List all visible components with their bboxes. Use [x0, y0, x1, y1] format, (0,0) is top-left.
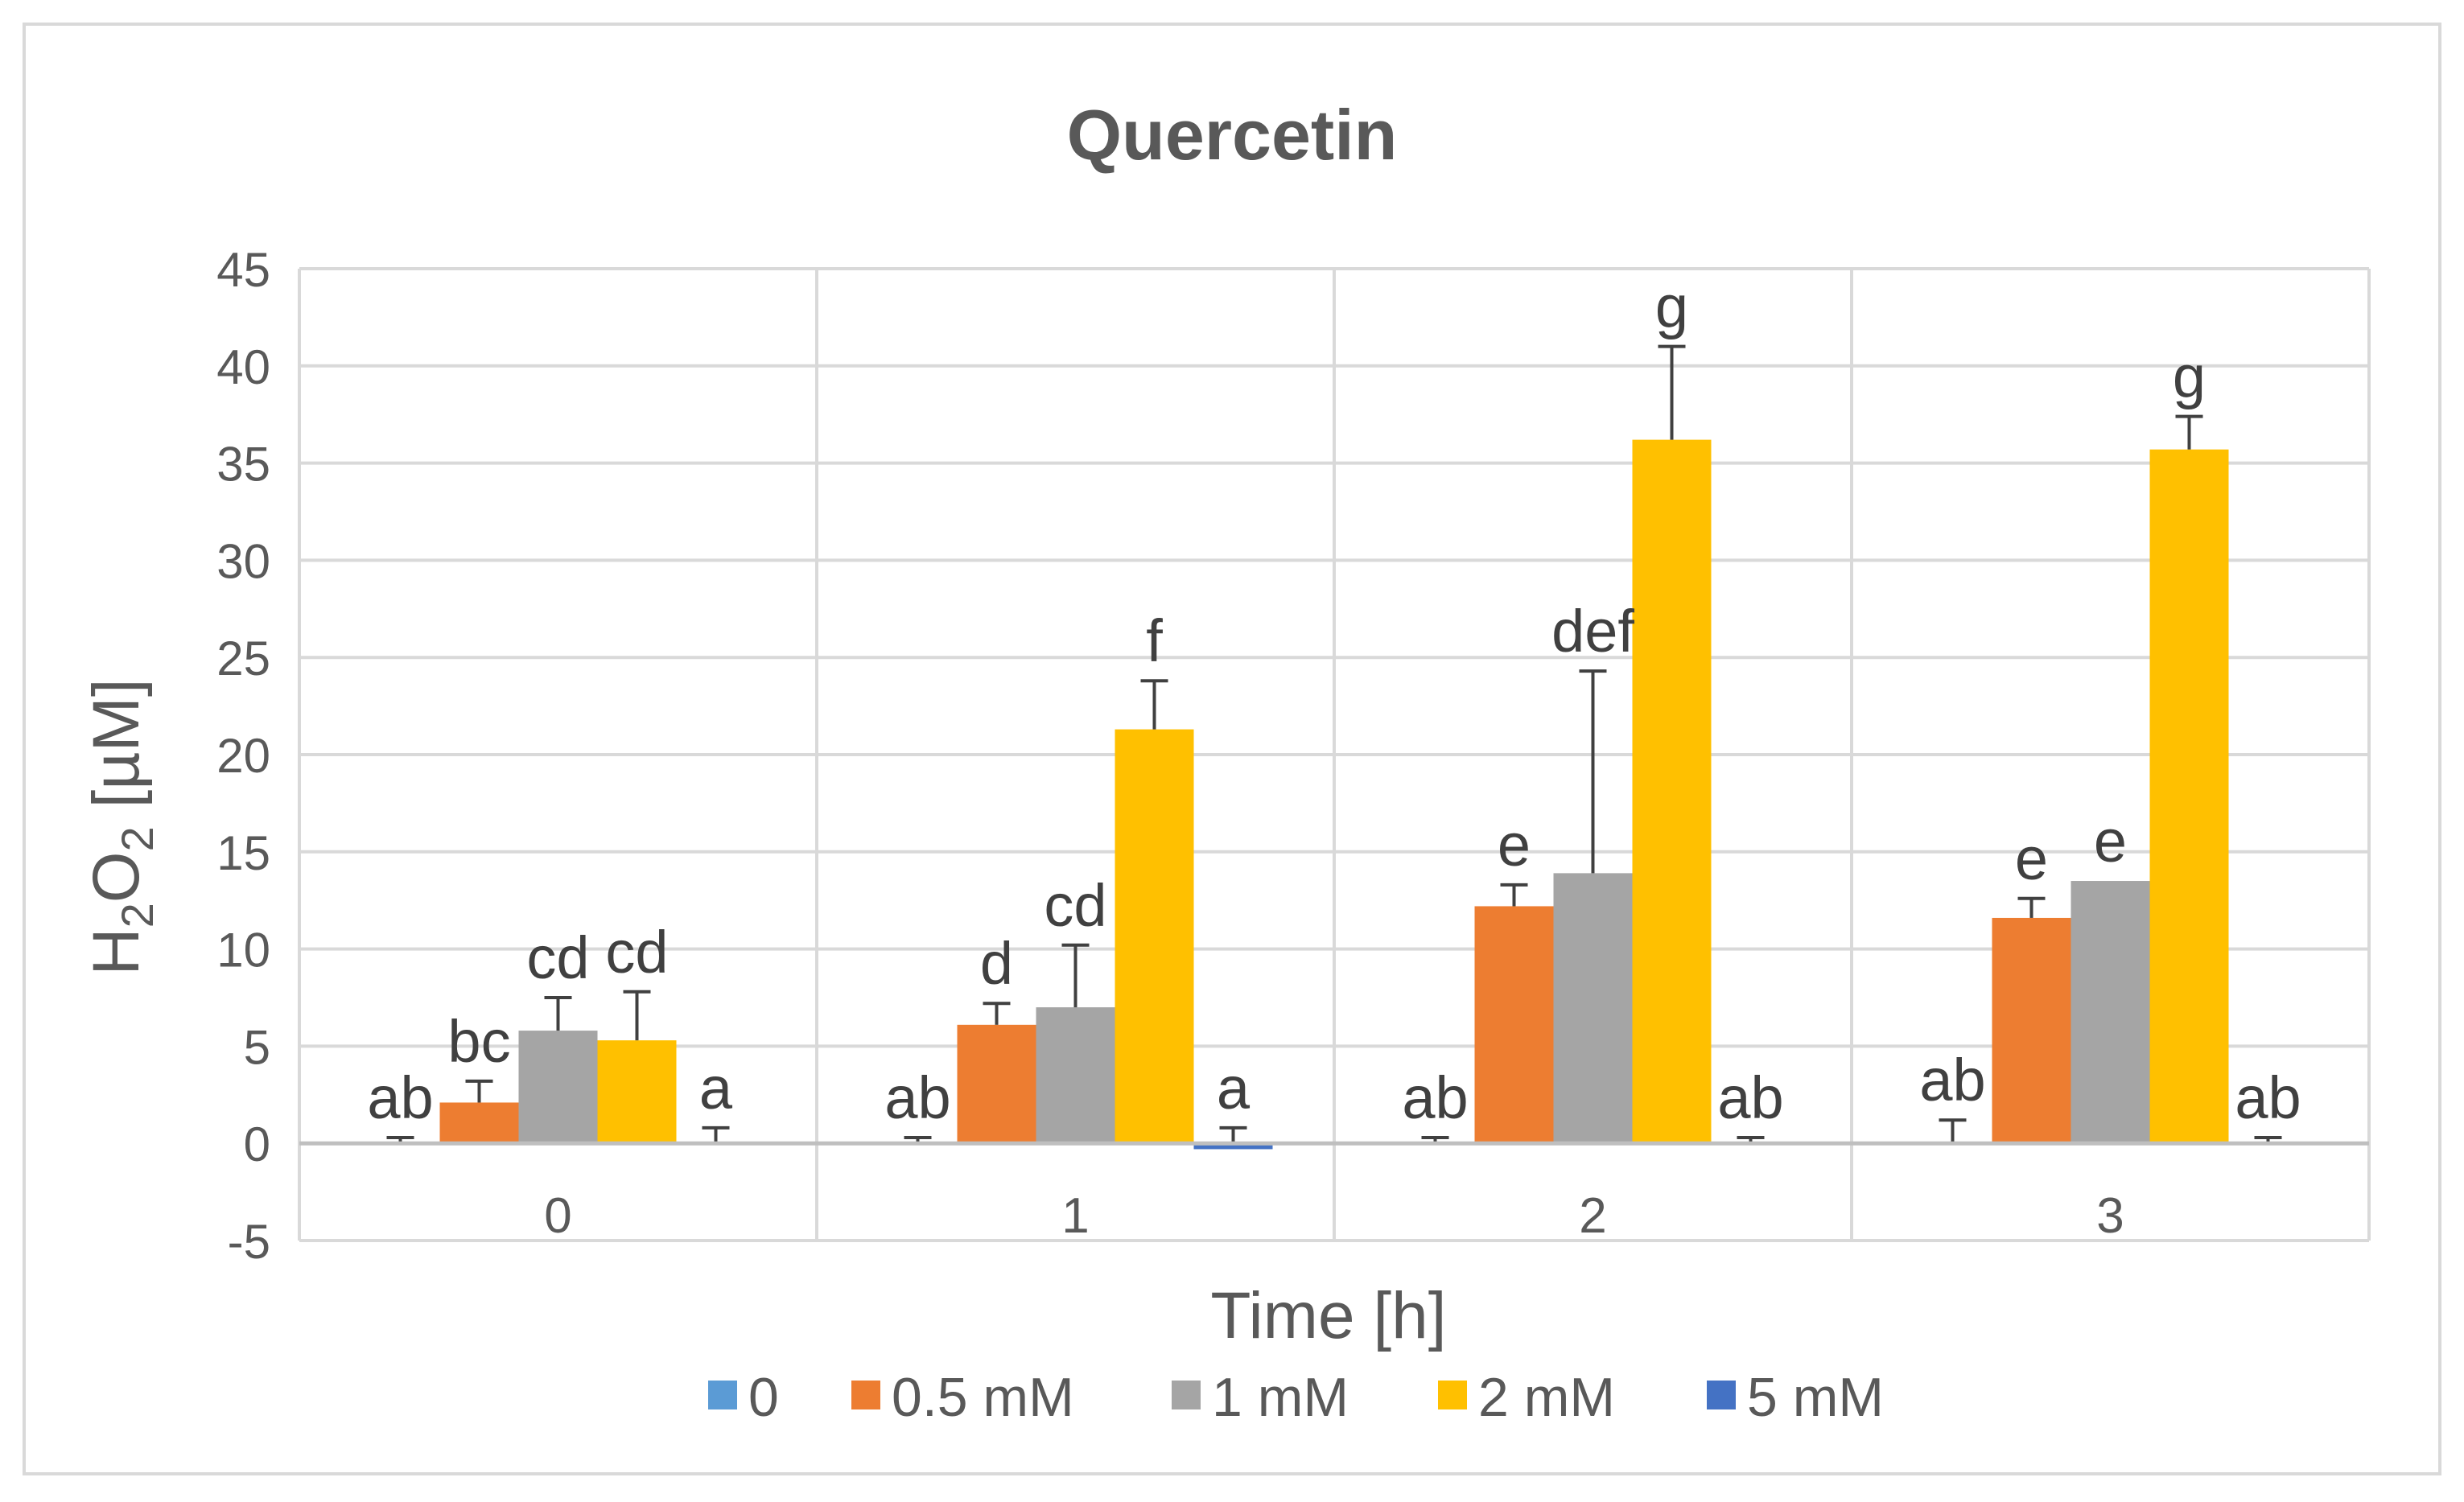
y-tick-label: 0: [244, 1117, 270, 1171]
significance-letter: g: [1655, 274, 1688, 340]
significance-letter: ab: [367, 1064, 433, 1131]
significance-letter: ab: [1717, 1064, 1783, 1131]
y-axis-title-o: O: [80, 851, 153, 903]
x-tick-label: 0: [544, 1188, 571, 1244]
bar: [1553, 873, 1633, 1144]
bar: [1036, 1007, 1115, 1144]
y-tick-label: 5: [244, 1020, 270, 1074]
x-tick-label: 1: [1061, 1188, 1089, 1244]
significance-letter: a: [699, 1055, 733, 1121]
bar: [2071, 881, 2150, 1144]
bar: [518, 1031, 598, 1144]
bar: [1474, 906, 1554, 1144]
significance-letter: ab: [1919, 1047, 1985, 1113]
significance-letter: bc: [447, 1008, 510, 1075]
significance-letter: d: [980, 930, 1013, 997]
significance-letter: e: [2094, 808, 2127, 874]
bar: [2149, 449, 2229, 1144]
y-axis-title-h: H: [80, 928, 153, 975]
legend-label: 2 mM: [1478, 1367, 1615, 1428]
bar: [597, 1040, 677, 1144]
significance-letter: cd: [1044, 872, 1106, 939]
bar: [1632, 439, 1712, 1144]
legend-swatch: [851, 1381, 880, 1409]
bar: [1992, 917, 2071, 1144]
x-tick-label: 2: [1579, 1188, 1606, 1244]
legend-swatch: [1172, 1381, 1201, 1409]
significance-letter: e: [1498, 812, 1531, 879]
bar: [439, 1102, 519, 1144]
significance-letter: cd: [526, 924, 589, 991]
significance-letter: g: [2173, 344, 2206, 410]
y-tick-label: 20: [216, 729, 270, 783]
significance-letter: e: [2015, 825, 2048, 892]
y-tick-label: 35: [216, 438, 270, 492]
y-tick-label: 25: [216, 632, 270, 685]
y-tick-label: 10: [216, 924, 270, 977]
chart-background: [23, 23, 2441, 1475]
chart-title: Quercetin: [1067, 95, 1398, 175]
gridlines: [298, 267, 2371, 1242]
y-axis-title: H2O2 [µM]: [80, 678, 163, 975]
bar: [1193, 1143, 1273, 1150]
bar: [1115, 729, 1194, 1144]
significance-letter: ab: [2235, 1064, 2301, 1131]
axes: -5 0 5 10 15 20 25 30 35 40 45 0 1 2 3: [216, 243, 2369, 1269]
legend: 0 0.5 mM 1 mM 2 mM 5 mM: [708, 1367, 1884, 1428]
legend-label: 0.5 mM: [892, 1367, 1074, 1428]
x-tick-label: 3: [2096, 1188, 2124, 1244]
legend-label: 1 mM: [1212, 1367, 1349, 1428]
y-tick-label: 15: [216, 826, 270, 880]
bars: [386, 344, 2282, 1150]
y-tick-label: 40: [216, 340, 270, 394]
y-axis-title-sub1: 2: [112, 903, 163, 928]
legend-swatch: [1707, 1381, 1736, 1409]
y-tick-label: -5: [228, 1215, 270, 1269]
y-tick-label: 45: [216, 243, 270, 297]
y-axis-title-sub2: 2: [112, 826, 163, 851]
y-axis-title-unit: [µM]: [80, 678, 153, 826]
legend-label: 0: [748, 1367, 779, 1428]
significance-letter: ab: [1402, 1064, 1468, 1131]
significance-letter: cd: [605, 919, 668, 986]
legend-swatch: [1438, 1381, 1467, 1409]
significance-letter: f: [1146, 607, 1163, 674]
bar: [957, 1024, 1036, 1144]
significance-letter: def: [1551, 598, 1634, 665]
x-axis-title: Time [h]: [1210, 1279, 1446, 1352]
y-tick-label: 30: [216, 534, 270, 588]
significance-letter: ab: [884, 1064, 950, 1131]
legend-swatch: [708, 1381, 737, 1409]
significance-letter: a: [1217, 1055, 1251, 1121]
legend-label: 5 mM: [1747, 1367, 1884, 1428]
